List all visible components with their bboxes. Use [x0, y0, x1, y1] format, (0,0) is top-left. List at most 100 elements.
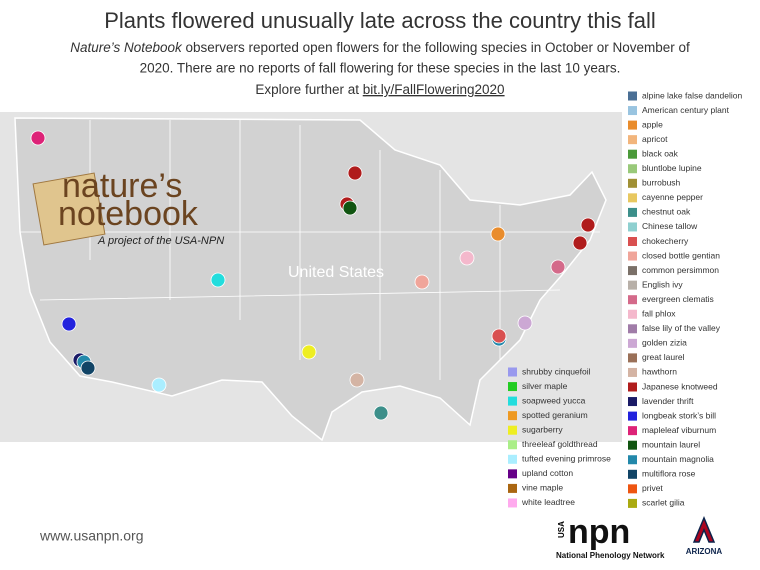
legend-swatch: [508, 382, 517, 392]
legend-swatch: [628, 207, 637, 217]
legend-label: mountain laurel: [642, 439, 700, 449]
legend-label: bluntlobe lupine: [642, 163, 702, 173]
legend-label: alpine lake false dandelion: [642, 90, 742, 100]
legend-swatch: [628, 193, 637, 203]
legend-label: lavender thrift: [642, 396, 694, 406]
subtitle-text: observers reported open flowers for the …: [182, 40, 690, 55]
legend-swatch: [508, 440, 517, 450]
legend-label: mountain magnolia: [642, 454, 714, 464]
explore-link[interactable]: bit.ly/FallFlowering2020: [363, 82, 505, 97]
legend-label: Japanese knotweed: [642, 381, 718, 391]
logo-line: notebook: [58, 195, 199, 233]
legend-label: golden zizia: [642, 338, 687, 348]
logo-line: nature’s: [62, 167, 182, 205]
legend-swatch: [508, 411, 517, 421]
legend-swatch: [628, 295, 637, 305]
subtitle-line: Nature’s Notebook observers reported ope…: [70, 40, 690, 55]
legend-swatch: [628, 222, 637, 232]
legend-label: great laurel: [642, 352, 685, 362]
legend-label: chokecherry: [642, 236, 689, 246]
legend-label: vine maple: [522, 483, 563, 493]
legend-swatch: [628, 338, 637, 348]
observation-point: [80, 360, 96, 376]
logo: nature’s notebook A project of the USA-N…: [32, 167, 224, 247]
observation-point: [580, 217, 596, 233]
legend-swatch: [628, 382, 637, 392]
legend-label: English ivy: [642, 279, 683, 289]
observation-point: [414, 274, 430, 290]
legend-label: shrubby cinquefoil: [522, 366, 591, 376]
legend-swatch: [628, 397, 637, 407]
observation-point: [490, 226, 506, 242]
legend-label: multiflora rose: [642, 469, 696, 479]
observation-point: [301, 344, 317, 360]
observation-point: [550, 259, 566, 275]
legend-label: upland cotton: [522, 468, 573, 478]
legend-swatch: [628, 309, 637, 319]
legend-label: privet: [642, 483, 663, 493]
arizona: ARIZONA: [686, 547, 723, 556]
legend-swatch: [628, 498, 637, 508]
us-outline: [14, 117, 607, 442]
subtitle-lead: Nature’s Notebook: [70, 40, 183, 55]
legend-swatch: [628, 135, 637, 145]
observation-point: [373, 405, 389, 421]
legend-swatch: [628, 426, 637, 436]
legend-label: apricot: [642, 134, 668, 144]
legend-label: American century plant: [642, 105, 730, 115]
legend-label: common persimmon: [642, 265, 719, 275]
npn-name: National Phenology Network: [556, 551, 665, 560]
legend-swatch: [628, 91, 637, 101]
legend-label: sugarberry: [522, 424, 563, 434]
legend-label: white leadtree: [521, 497, 575, 507]
legend-label: closed bottle gentian: [642, 250, 720, 260]
legend-swatch: [508, 396, 517, 406]
legend-label: scarlet gilia: [642, 498, 685, 508]
observation-point: [517, 315, 533, 331]
legend-swatch: [508, 469, 517, 479]
observation-point: [30, 130, 46, 146]
legend-swatch: [508, 498, 517, 508]
observation-point: [459, 250, 475, 266]
legend-label: apple: [642, 119, 663, 129]
legend-swatch: [508, 454, 517, 464]
legend-swatch: [508, 483, 517, 493]
legend-swatch: [628, 266, 637, 276]
legend-swatch: [628, 106, 637, 116]
legend-swatch: [628, 484, 637, 494]
legend-swatch: [508, 425, 517, 435]
explore-text: Explore further at: [255, 82, 362, 97]
observation-point: [349, 372, 365, 388]
legend-swatch: [628, 367, 637, 377]
legend-swatch: [628, 149, 637, 159]
legend-swatch: [508, 367, 517, 377]
observation-point: [347, 165, 363, 181]
legend-swatch: [628, 237, 637, 246]
logo-tagline: A project of the USA-NPN: [97, 235, 224, 247]
legend-label: spotted geranium: [522, 410, 588, 420]
observation-point: [151, 377, 167, 393]
legend-swatch: [628, 178, 637, 188]
observation-point: [61, 316, 77, 332]
legend-label: silver maple: [522, 381, 568, 391]
legend-swatch: [628, 469, 637, 479]
legend-swatch: [628, 440, 637, 450]
legend-swatch: [628, 411, 637, 421]
explore: Explore further at bit.ly/FallFlowering2…: [255, 82, 504, 97]
subtitle-line: 2020. There are no reports of fall flowe…: [140, 61, 621, 76]
legend-swatch: [628, 251, 637, 261]
observation-point: [342, 200, 358, 216]
legend-label: black oak: [642, 148, 679, 158]
title: Plants flowered unusually late across th…: [104, 8, 656, 33]
legend-label: burrobush: [642, 178, 681, 188]
npn-usa: USA: [557, 521, 566, 538]
legend-label: hawthorn: [642, 367, 677, 377]
legend-label: tufted evening primrose: [522, 454, 611, 464]
legend-label: chestnut oak: [642, 207, 691, 217]
legend-label: cayenne pepper: [642, 192, 703, 202]
legend-swatch: [628, 120, 637, 130]
map-label: United States: [288, 264, 384, 281]
legend-label: Chinese tallow: [642, 221, 698, 231]
legend-label: soapweed yucca: [522, 395, 586, 405]
